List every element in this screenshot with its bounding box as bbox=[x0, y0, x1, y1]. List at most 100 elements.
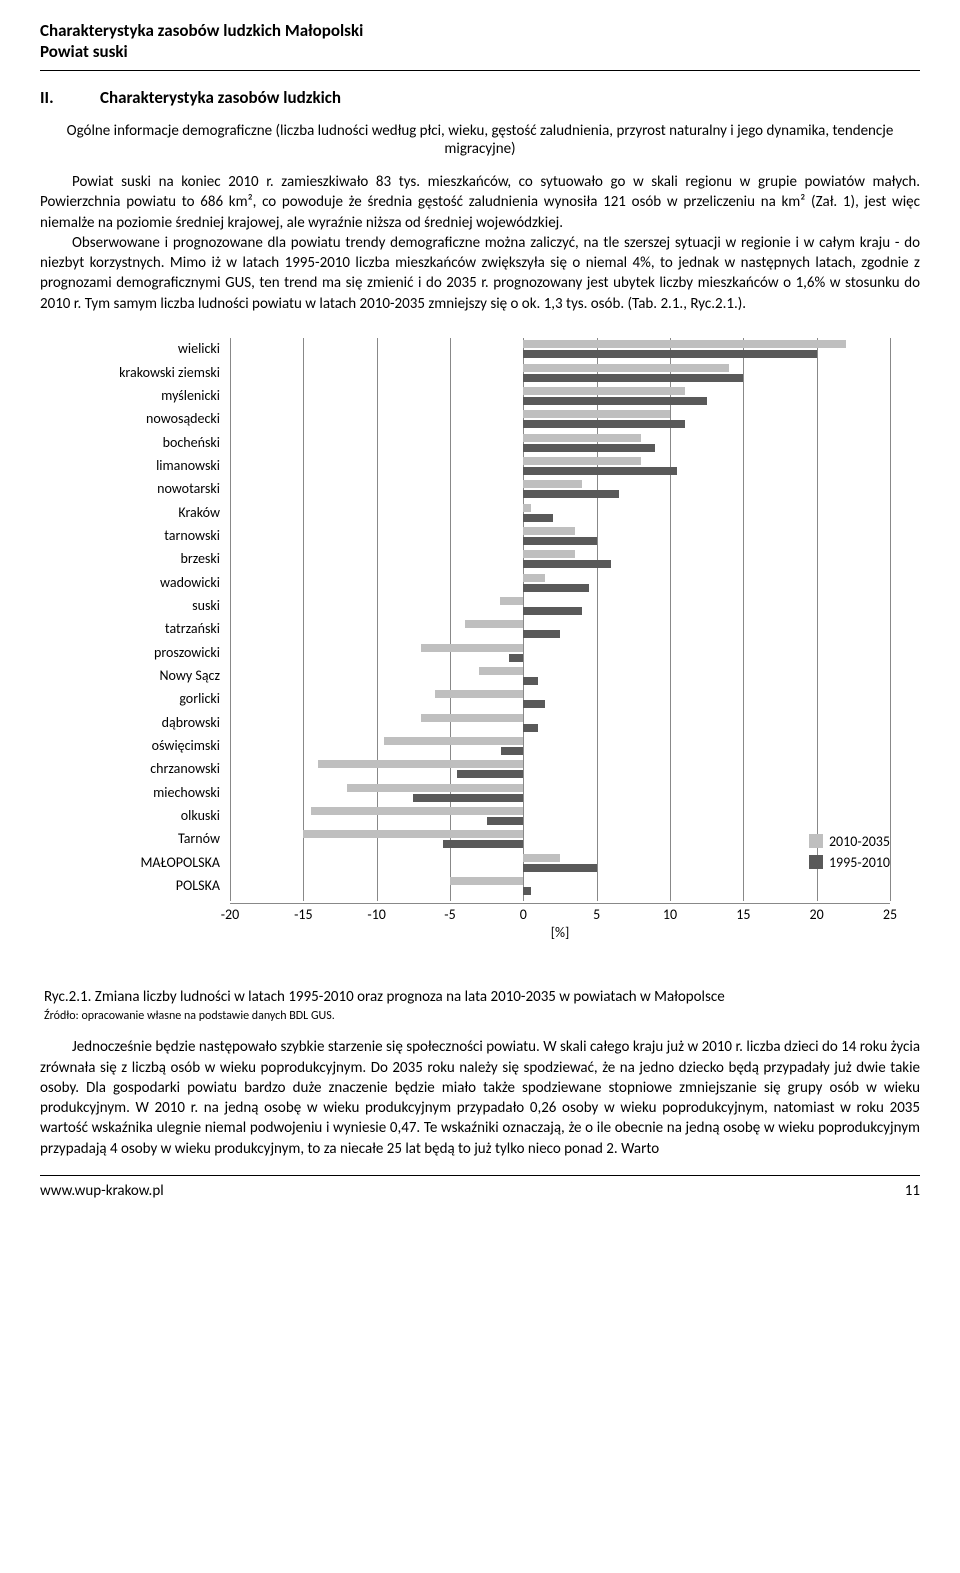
grid-line bbox=[450, 338, 451, 901]
bar-series2 bbox=[523, 887, 530, 895]
bar-series2 bbox=[523, 560, 611, 568]
legend-swatch bbox=[809, 834, 823, 848]
category-label: oświęcimski bbox=[70, 739, 220, 753]
chart-source: Źródło: opracowanie własne na podstawie … bbox=[44, 1009, 920, 1023]
para2-text: Obserwowane i prognozowane dla powiatu t… bbox=[40, 234, 920, 313]
doc-title: Charakterystyka zasobów ludzkich Małopol… bbox=[40, 20, 920, 41]
legend-label: 1995-2010 bbox=[829, 854, 890, 871]
x-tick-label: -10 bbox=[367, 906, 385, 923]
legend-item: 2010-2035 bbox=[809, 833, 890, 850]
bar-series1 bbox=[318, 760, 523, 768]
header-rule bbox=[40, 70, 920, 71]
bar-series1 bbox=[523, 340, 846, 348]
footer-page: 11 bbox=[905, 1182, 920, 1200]
bar-series1 bbox=[523, 527, 574, 535]
category-label: gorlicki bbox=[70, 692, 220, 706]
bar-series1 bbox=[479, 667, 523, 675]
bar-series1 bbox=[311, 807, 524, 815]
bar-series2 bbox=[457, 770, 523, 778]
bar-series1 bbox=[465, 620, 524, 628]
bar-series2 bbox=[523, 607, 582, 615]
grid-line bbox=[817, 338, 818, 901]
category-label: tarnowski bbox=[70, 529, 220, 543]
bar-series2 bbox=[501, 747, 523, 755]
bar-series1 bbox=[421, 714, 524, 722]
bar-series2 bbox=[443, 840, 524, 848]
legend-label: 2010-2035 bbox=[829, 833, 890, 850]
bar-series1 bbox=[523, 854, 560, 862]
category-label: chrzanowski bbox=[70, 762, 220, 776]
bar-series2 bbox=[523, 700, 545, 708]
section-subheading: Ogólne informacje demograficzne (liczba … bbox=[40, 122, 920, 158]
bar-series2 bbox=[523, 490, 618, 498]
category-label: dąbrowski bbox=[70, 716, 220, 730]
category-label: Kraków bbox=[70, 506, 220, 520]
x-axis-label: [%] bbox=[230, 924, 890, 941]
bar-series1 bbox=[523, 434, 640, 442]
category-label: Tarnów bbox=[70, 832, 220, 846]
para3-text: Jednocześnie będzie następowało szybkie … bbox=[40, 1038, 920, 1157]
bar-series1 bbox=[347, 784, 523, 792]
paragraph-3: Jednocześnie będzie następowało szybkie … bbox=[40, 1037, 920, 1159]
x-tick-label: 0 bbox=[520, 906, 527, 923]
bar-series2 bbox=[509, 654, 524, 662]
legend: 2010-2035 1995-2010 bbox=[809, 833, 890, 875]
bar-series1 bbox=[303, 830, 523, 838]
category-label: limanowski bbox=[70, 459, 220, 473]
legend-swatch bbox=[809, 855, 823, 869]
bar-series1 bbox=[523, 504, 530, 512]
bar-series2 bbox=[523, 537, 596, 545]
footer-url: www.wup-krakow.pl bbox=[40, 1182, 164, 1200]
category-label: olkuski bbox=[70, 809, 220, 823]
category-label: bocheński bbox=[70, 436, 220, 450]
bar-series1 bbox=[523, 387, 684, 395]
legend-item: 1995-2010 bbox=[809, 854, 890, 871]
category-label: proszowicki bbox=[70, 646, 220, 660]
category-label: tatrzański bbox=[70, 622, 220, 636]
bar-series2 bbox=[523, 514, 552, 522]
x-tick-label: 25 bbox=[883, 906, 897, 923]
doc-subtitle: Powiat suski bbox=[40, 41, 920, 62]
grid-line bbox=[377, 338, 378, 901]
bar-series1 bbox=[500, 597, 523, 605]
population-change-chart: -20-15-10-50510152025[%]wielickikrakowsk… bbox=[70, 328, 920, 978]
section-heading: II.Charakterystyka zasobów ludzkich bbox=[70, 87, 920, 108]
bar-series1 bbox=[523, 480, 582, 488]
bar-series2 bbox=[523, 864, 596, 872]
grid-line bbox=[743, 338, 744, 901]
x-tick-label: -15 bbox=[294, 906, 312, 923]
category-label: suski bbox=[70, 599, 220, 613]
category-label: wielicki bbox=[70, 342, 220, 356]
bar-series2 bbox=[523, 467, 677, 475]
category-label: nowotarski bbox=[70, 482, 220, 496]
para1-text: Powiat suski na koniec 2010 r. zamieszki… bbox=[40, 173, 920, 232]
x-tick-label: 20 bbox=[810, 906, 824, 923]
bar-series1 bbox=[523, 364, 728, 372]
category-label: brzeski bbox=[70, 552, 220, 566]
section-title-text: Charakterystyka zasobów ludzkich bbox=[100, 87, 341, 108]
bar-series1 bbox=[523, 457, 640, 465]
x-axis bbox=[230, 903, 890, 904]
category-label: myślenicki bbox=[70, 389, 220, 403]
bar-series2 bbox=[487, 817, 524, 825]
category-label: MAŁOPOLSKA bbox=[70, 856, 220, 870]
bar-series1 bbox=[523, 574, 545, 582]
bar-series2 bbox=[523, 420, 684, 428]
x-tick-label: 5 bbox=[593, 906, 600, 923]
category-label: nowosądecki bbox=[70, 412, 220, 426]
category-label: Nowy Sącz bbox=[70, 669, 220, 683]
x-tick-label: 15 bbox=[736, 906, 750, 923]
section-number: II. bbox=[70, 87, 100, 108]
bar-series2 bbox=[413, 794, 523, 802]
category-label: wadowicki bbox=[70, 576, 220, 590]
bar-series2 bbox=[523, 630, 560, 638]
bar-series2 bbox=[523, 350, 816, 358]
bar-series2 bbox=[523, 584, 589, 592]
bar-series2 bbox=[523, 677, 538, 685]
x-tick-label: 10 bbox=[663, 906, 677, 923]
bar-series1 bbox=[450, 877, 523, 885]
grid-line bbox=[230, 338, 231, 901]
grid-line bbox=[303, 338, 304, 901]
bar-series2 bbox=[523, 397, 706, 405]
bar-series1 bbox=[421, 644, 524, 652]
